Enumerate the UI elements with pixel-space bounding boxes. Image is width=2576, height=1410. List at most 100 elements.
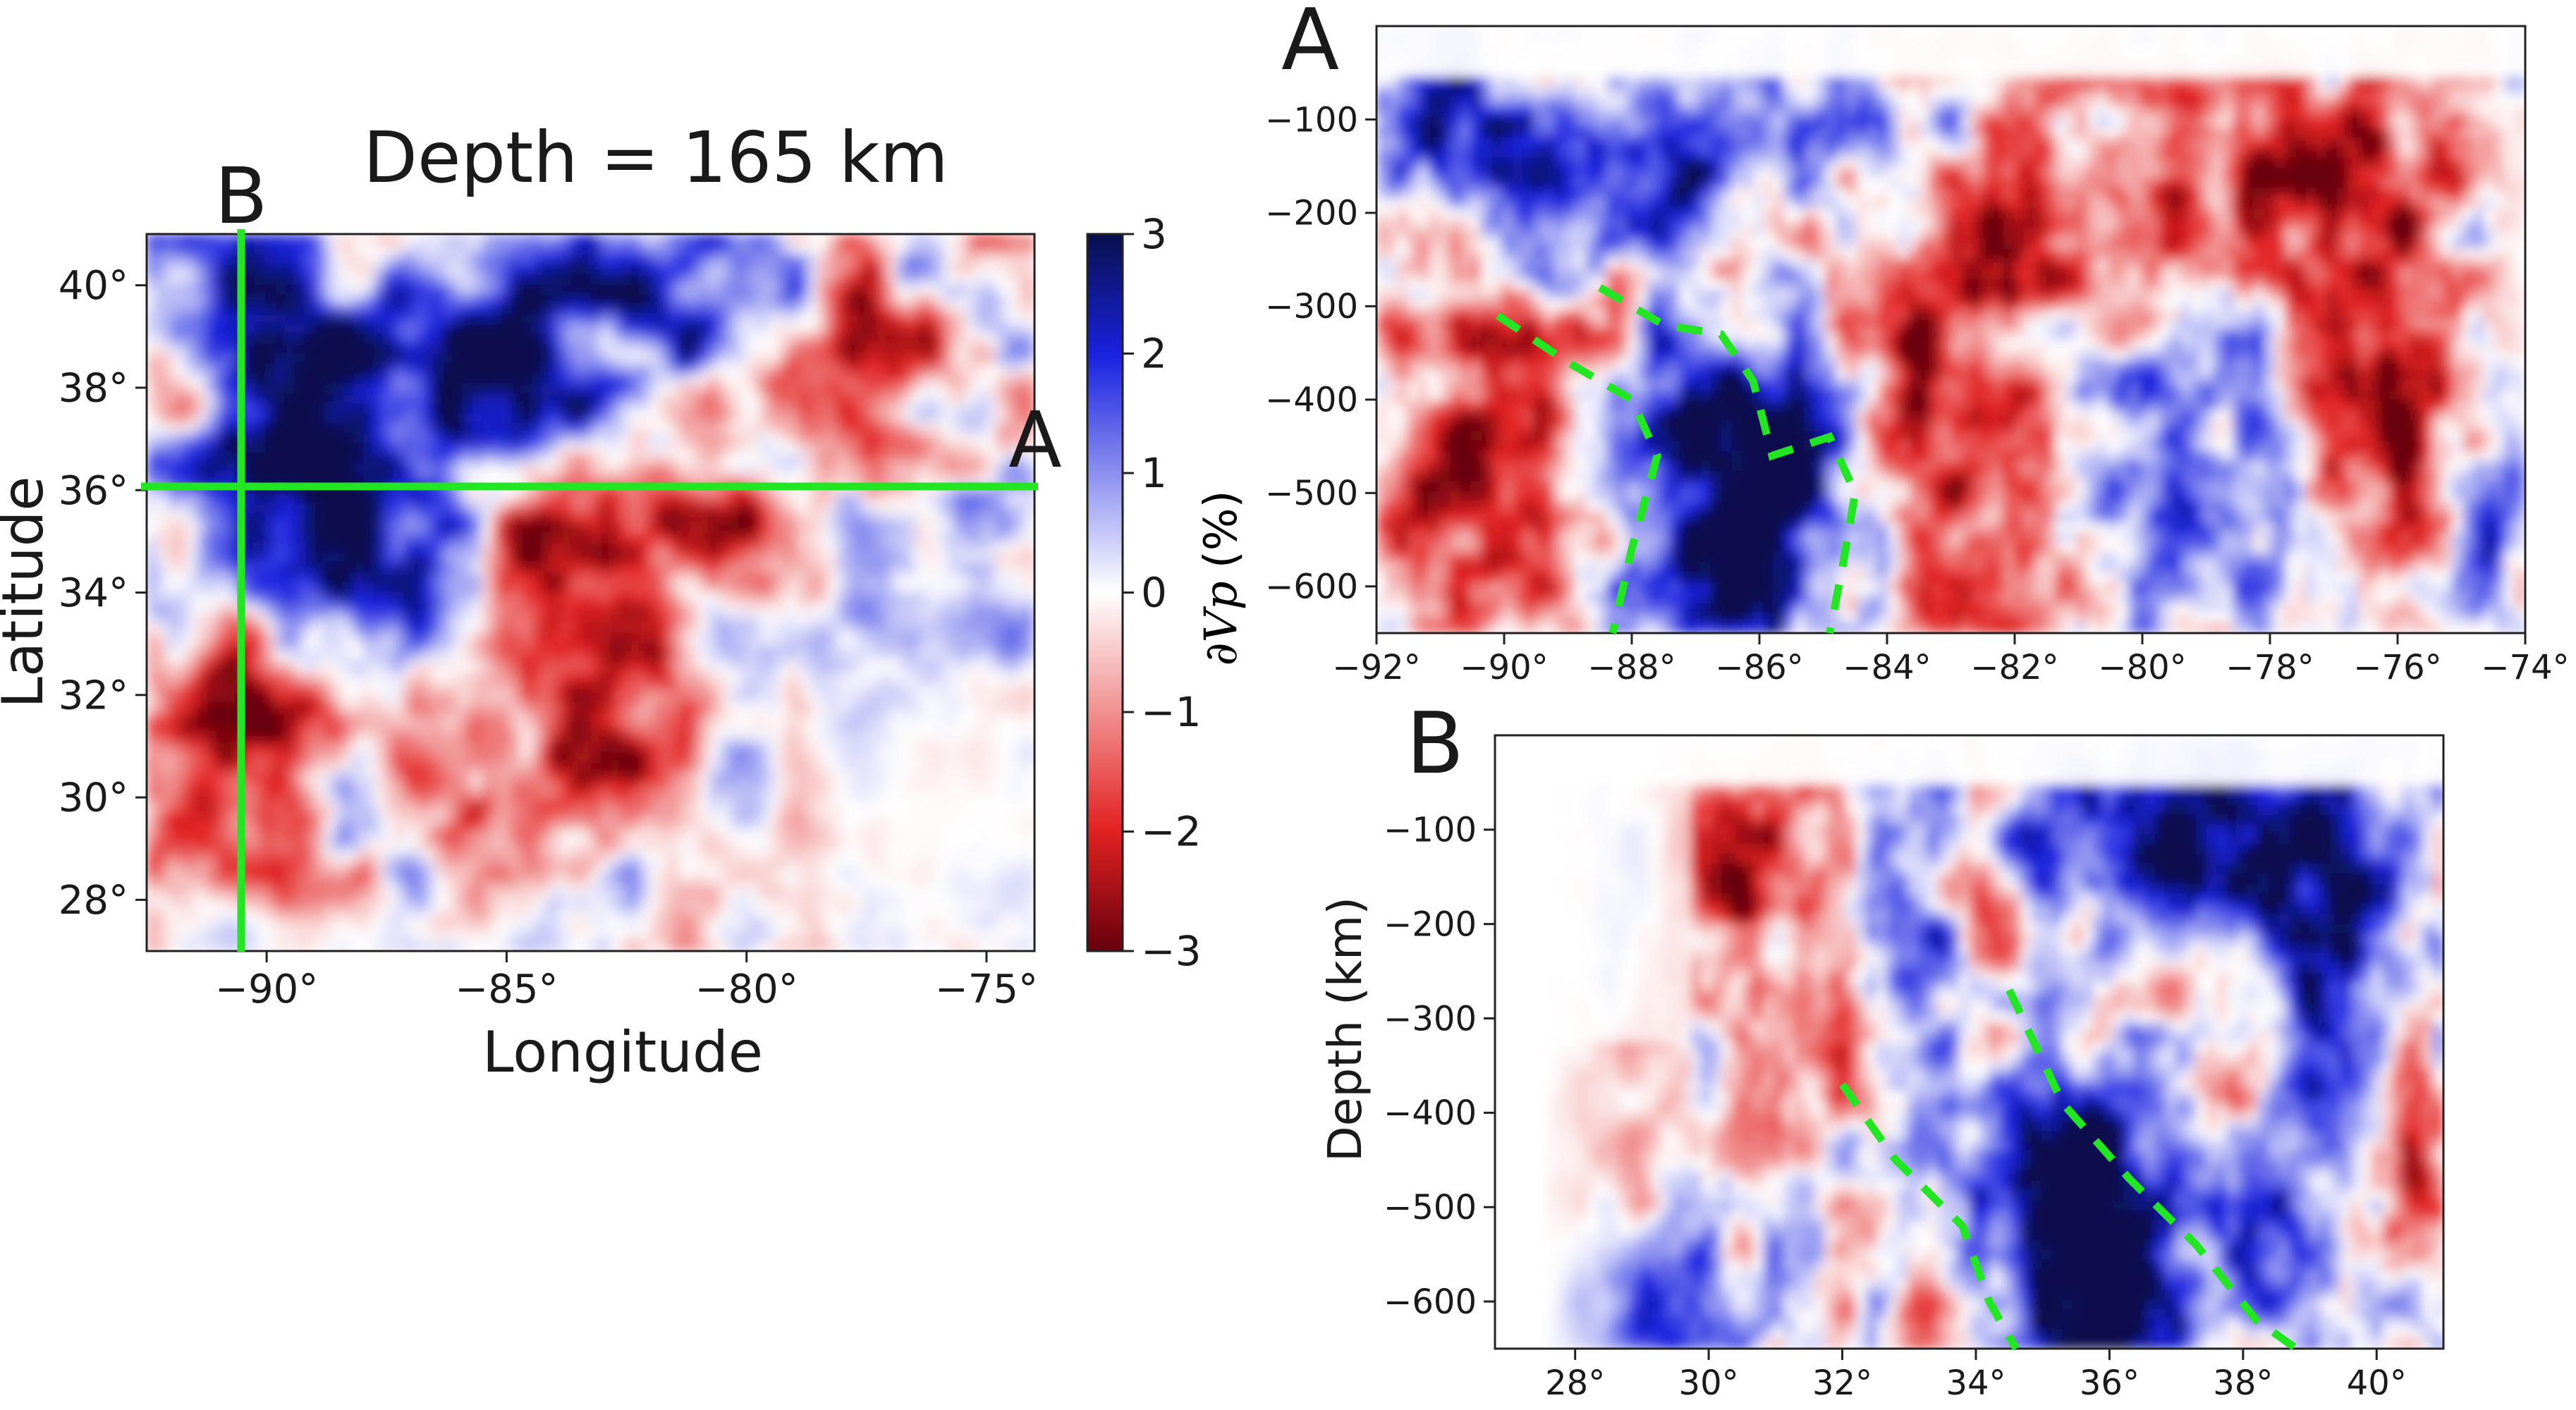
heatmap-cell [334, 393, 345, 405]
heatmap-cell [709, 752, 720, 763]
heatmap-cell [363, 254, 374, 265]
heatmap-cell [521, 303, 532, 315]
heatmap-cell [886, 413, 898, 424]
heatmap-cell [492, 303, 503, 315]
heatmap-cell [847, 453, 858, 464]
heatmap-cell [541, 264, 552, 275]
heatmap-cell [373, 761, 384, 773]
heatmap-cell [758, 761, 769, 773]
heatmap-cell [640, 761, 651, 773]
heatmap-cell [1005, 433, 1016, 444]
heatmap-cell [521, 234, 532, 245]
heatmap-cell [985, 353, 996, 364]
heatmap-cell [432, 712, 444, 723]
heatmap-cell [225, 642, 236, 654]
heatmap-cell [284, 254, 295, 265]
heatmap-cell [156, 701, 167, 713]
heatmap-cell [383, 473, 394, 484]
heatmap-cell [610, 742, 621, 753]
heatmap-cell [926, 314, 937, 325]
heatmap-cell [176, 632, 187, 644]
heatmap-cell [501, 692, 513, 703]
heatmap-cell [827, 622, 838, 634]
heatmap-cell [975, 244, 987, 255]
heatmap-cell [274, 234, 286, 245]
heatmap-cell [857, 343, 868, 355]
heatmap-cell [709, 692, 720, 703]
heatmap-cell [314, 353, 325, 364]
heatmap-cell [225, 692, 236, 703]
heatmap-cell [837, 652, 848, 663]
heatmap-cell [334, 353, 345, 364]
heatmap-cell [630, 742, 641, 753]
heatmap-cell [334, 563, 345, 574]
heatmap-cell [195, 712, 207, 723]
heatmap-cell [778, 324, 789, 335]
heatmap-cell [294, 433, 305, 444]
heatmap-cell [689, 563, 700, 574]
heatmap-cell [896, 582, 908, 594]
heatmap-cell [511, 274, 523, 285]
heatmap-cell [284, 314, 295, 325]
heatmap-cell [758, 413, 769, 424]
heatmap-cell [304, 244, 315, 255]
heatmap-cell [304, 622, 315, 634]
heatmap-cell [492, 274, 503, 285]
heatmap-cell [965, 324, 977, 335]
heatmap-cell [185, 622, 197, 634]
heatmap-cell [255, 353, 266, 364]
heatmap-cell [1025, 453, 1034, 464]
heatmap-cell [600, 652, 611, 663]
heatmap-cell [452, 662, 463, 673]
heatmap-cell [462, 403, 473, 415]
heatmap-cell [284, 453, 295, 464]
heatmap-cell [807, 244, 819, 255]
heatmap-cell [580, 532, 592, 544]
heatmap-cell [176, 244, 187, 255]
heatmap-cell [205, 542, 216, 554]
heatmap-cell [936, 283, 947, 295]
heatmap-cell [324, 314, 335, 325]
heatmap-cell [1015, 572, 1026, 584]
heatmap-cell [906, 622, 917, 634]
heatmap-cell [531, 383, 542, 395]
heatmap-cell [610, 234, 621, 245]
heatmap-cell [689, 632, 700, 644]
heatmap-cell [561, 522, 572, 534]
heatmap-cell [314, 333, 325, 345]
heatmap-cell [482, 403, 493, 415]
heatmap-cell [570, 602, 582, 613]
heatmap-cell [995, 433, 1006, 444]
heatmap-cell [531, 632, 542, 644]
heatmap-cell [906, 761, 917, 773]
heatmap-cell [610, 712, 621, 723]
heatmap-cell [827, 701, 838, 713]
heatmap-cell [956, 234, 967, 245]
heatmap-cell [689, 652, 700, 663]
heatmap-cell [541, 324, 552, 335]
heatmap-cell [788, 303, 799, 315]
heatmap-cell [472, 403, 483, 415]
heatmap-cell [521, 383, 532, 395]
heatmap-cell [147, 503, 157, 514]
heatmap-cell [432, 393, 444, 405]
heatmap-cell [590, 781, 602, 793]
heatmap-cell [719, 732, 730, 743]
heatmap-cell [985, 403, 996, 415]
heatmap-cell [679, 563, 690, 574]
heatmap-cell [630, 712, 641, 723]
heatmap-cell [442, 393, 453, 405]
heatmap-cell [640, 722, 651, 733]
heatmap-cell [294, 592, 305, 603]
heatmap-cell [225, 672, 236, 683]
heatmap-cell [422, 303, 434, 315]
heatmap-cell [689, 582, 700, 594]
heatmap-cell [965, 363, 977, 374]
heatmap-cell [147, 553, 157, 564]
heatmap-cell [304, 513, 315, 524]
heatmap-cell [561, 592, 572, 603]
heatmap-cell [245, 403, 256, 415]
heatmap-cell [995, 692, 1006, 703]
heatmap-cell [521, 761, 532, 773]
heatmap-cell [156, 612, 167, 623]
